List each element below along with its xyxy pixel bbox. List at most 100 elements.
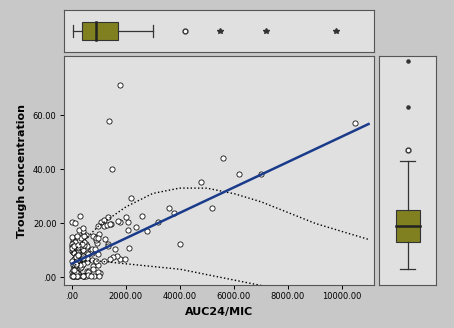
Point [104, 214, 111, 219]
Point [74, 251, 81, 256]
Point [109, 167, 116, 172]
Point [72, 253, 79, 258]
Point [83, 242, 90, 247]
Point [84, 250, 91, 255]
Point [116, 219, 123, 224]
Point [69, 262, 77, 268]
Point [71, 265, 79, 271]
Point [69, 273, 76, 278]
Point [79, 273, 86, 278]
Point [89, 234, 96, 239]
Point [69, 273, 76, 278]
Point [91, 273, 98, 278]
Point [81, 239, 88, 245]
Point [111, 246, 118, 252]
Point [69, 258, 76, 263]
Point [125, 219, 132, 225]
Point [74, 252, 82, 257]
Point [84, 269, 92, 274]
Point [81, 243, 88, 248]
Point [124, 228, 132, 233]
Point [107, 221, 114, 227]
Point [197, 179, 205, 185]
Point [74, 249, 82, 255]
Point [74, 271, 81, 276]
Point [70, 263, 78, 268]
Point [88, 273, 95, 278]
Point [94, 269, 102, 275]
Point [74, 271, 82, 277]
Point [93, 240, 100, 246]
Point [77, 266, 84, 271]
Point [80, 233, 88, 238]
Point [96, 273, 103, 278]
Point [126, 246, 133, 251]
Point [101, 236, 109, 242]
Point [75, 258, 83, 264]
Point [89, 266, 96, 272]
Point [101, 223, 108, 229]
Point [77, 264, 84, 269]
Point [105, 244, 112, 249]
Point [76, 213, 83, 218]
Point [68, 249, 75, 254]
Point [74, 273, 81, 278]
Point [74, 257, 81, 263]
Point [72, 254, 79, 259]
Point [75, 256, 83, 261]
Point [72, 269, 79, 275]
Point [84, 244, 91, 249]
Point [84, 272, 92, 277]
Point [70, 256, 77, 262]
Point [71, 221, 79, 226]
Point [351, 121, 359, 126]
Point [88, 257, 95, 262]
Point [86, 268, 93, 274]
Point [95, 231, 103, 236]
Point [219, 156, 227, 161]
Point [73, 261, 80, 266]
Point [92, 238, 99, 243]
Point [117, 83, 124, 88]
Point [100, 258, 107, 264]
Point [70, 259, 78, 264]
Bar [83, 22, 118, 40]
Point [73, 257, 80, 262]
Point [70, 273, 77, 278]
Point [74, 259, 81, 264]
Point [84, 251, 92, 256]
Point [80, 273, 87, 278]
Point [72, 267, 79, 272]
Point [117, 257, 124, 262]
Point [83, 273, 90, 278]
Point [77, 262, 84, 267]
Point [69, 241, 76, 246]
Point [73, 247, 80, 252]
Point [83, 256, 90, 261]
Point [100, 217, 108, 223]
Point [68, 234, 75, 239]
Point [71, 273, 78, 278]
Point [70, 257, 77, 262]
Point [72, 263, 79, 269]
Point [70, 243, 77, 249]
Point [109, 254, 117, 259]
Point [104, 242, 112, 247]
Point [87, 249, 94, 254]
Point [83, 232, 90, 237]
Point [154, 219, 162, 225]
Point [74, 273, 81, 278]
Point [80, 247, 87, 252]
Point [114, 254, 121, 259]
Point [79, 233, 86, 238]
Point [75, 228, 83, 233]
Point [69, 243, 76, 249]
Bar [396, 210, 419, 242]
Point [79, 226, 86, 231]
Point [80, 256, 87, 261]
Point [92, 235, 99, 240]
Point [76, 245, 83, 250]
Point [69, 246, 77, 252]
Point [88, 251, 95, 256]
Point [73, 234, 80, 239]
